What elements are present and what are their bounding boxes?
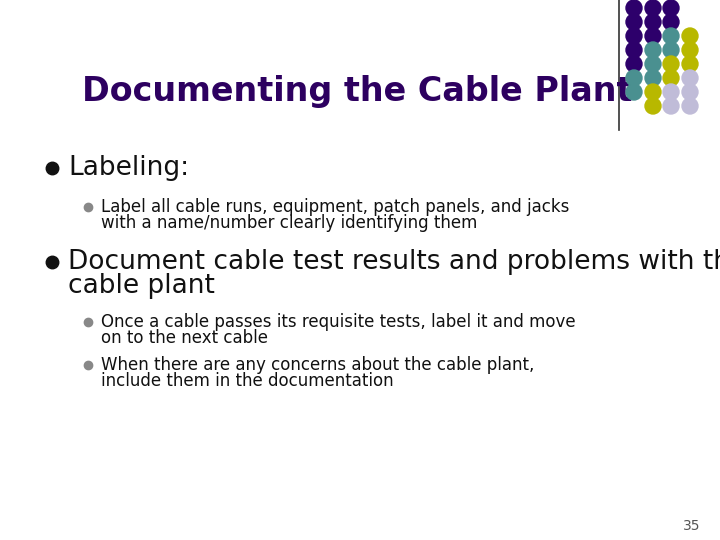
Circle shape — [645, 98, 661, 114]
Circle shape — [645, 56, 661, 72]
Circle shape — [645, 14, 661, 30]
Circle shape — [645, 28, 661, 44]
Circle shape — [626, 14, 642, 30]
Circle shape — [682, 28, 698, 44]
Circle shape — [663, 0, 679, 16]
Circle shape — [663, 98, 679, 114]
Text: Document cable test results and problems with the: Document cable test results and problems… — [68, 249, 720, 275]
Circle shape — [663, 56, 679, 72]
Circle shape — [663, 84, 679, 100]
Text: include them in the documentation: include them in the documentation — [101, 372, 394, 390]
Circle shape — [682, 42, 698, 58]
Text: with a name/number clearly identifying them: with a name/number clearly identifying t… — [101, 214, 477, 232]
Circle shape — [645, 84, 661, 100]
Text: cable plant: cable plant — [68, 273, 215, 299]
Circle shape — [682, 98, 698, 114]
Text: Once a cable passes its requisite tests, label it and move: Once a cable passes its requisite tests,… — [101, 313, 575, 331]
Circle shape — [626, 56, 642, 72]
Circle shape — [645, 70, 661, 86]
Circle shape — [626, 70, 642, 86]
Text: When there are any concerns about the cable plant,: When there are any concerns about the ca… — [101, 356, 534, 374]
Circle shape — [663, 42, 679, 58]
Circle shape — [663, 28, 679, 44]
Circle shape — [663, 70, 679, 86]
Circle shape — [626, 84, 642, 100]
Circle shape — [626, 42, 642, 58]
Circle shape — [663, 14, 679, 30]
Circle shape — [645, 0, 661, 16]
Text: Labeling:: Labeling: — [68, 155, 189, 181]
Text: on to the next cable: on to the next cable — [101, 329, 268, 347]
Circle shape — [626, 0, 642, 16]
Circle shape — [682, 70, 698, 86]
Circle shape — [682, 56, 698, 72]
Text: Label all cable runs, equipment, patch panels, and jacks: Label all cable runs, equipment, patch p… — [101, 198, 570, 216]
Circle shape — [626, 28, 642, 44]
Text: Documenting the Cable Plant: Documenting the Cable Plant — [82, 76, 632, 109]
Circle shape — [645, 42, 661, 58]
Circle shape — [682, 84, 698, 100]
Text: 35: 35 — [683, 519, 700, 533]
